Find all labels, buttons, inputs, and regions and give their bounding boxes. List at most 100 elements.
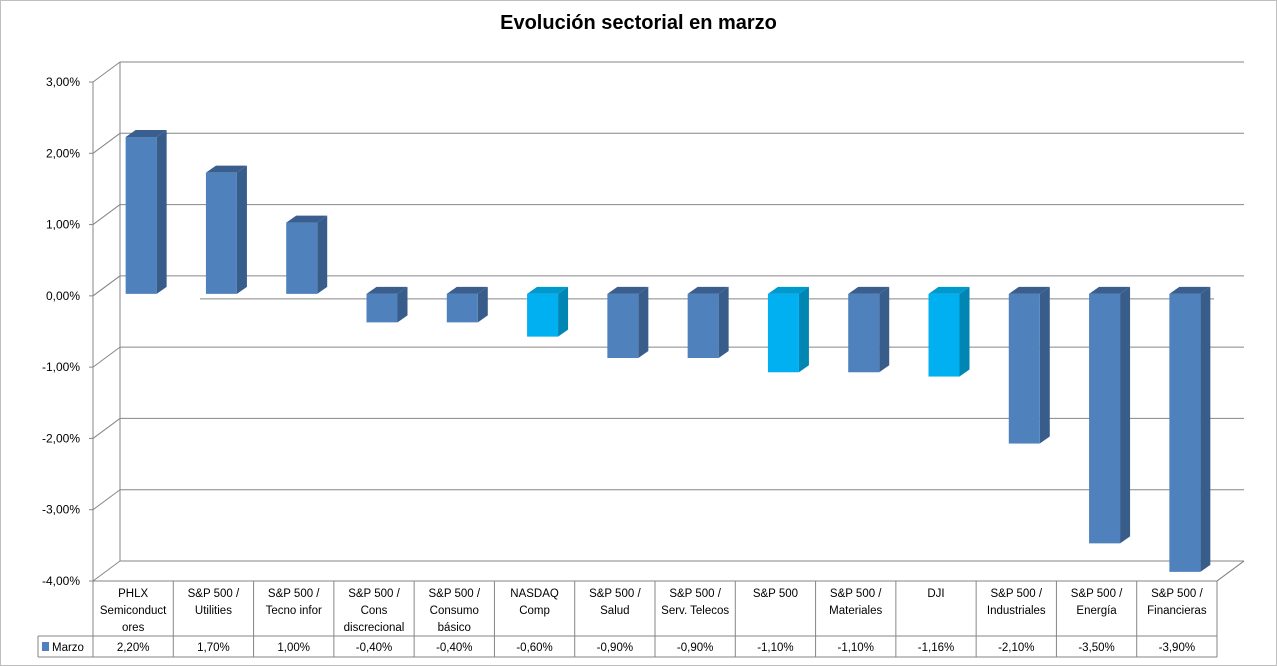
bar-top <box>607 286 649 294</box>
category-label: S&P 500 / <box>589 588 641 600</box>
bar-top <box>767 286 809 294</box>
legend-swatch <box>42 642 49 651</box>
category-label: NASDAQ <box>510 588 559 600</box>
data-label: -3,50% <box>1078 642 1114 654</box>
bar-top <box>527 286 569 294</box>
bar-side <box>317 215 328 294</box>
chart-title: Evolución sectorial en marzo <box>500 12 777 34</box>
y-tick-label: -4,00% <box>42 574 80 588</box>
bar <box>1008 293 1040 444</box>
category-label: S&P 500 / <box>348 588 400 600</box>
bar-side <box>1200 286 1211 572</box>
bar-top <box>848 286 890 294</box>
table-depth-edge <box>1216 560 1245 582</box>
bar <box>1089 293 1121 544</box>
data-label: -0,40% <box>436 642 472 654</box>
category-label: Utilities <box>195 605 232 617</box>
bar-top <box>125 130 167 138</box>
y-tick-label: 1,00% <box>46 218 80 232</box>
bar-side <box>236 165 247 294</box>
bar-side <box>718 286 729 359</box>
data-label: -0,90% <box>677 642 713 654</box>
category-label: DJI <box>927 588 944 600</box>
category-label: S&P 500 / <box>830 588 882 600</box>
side-gridline <box>92 560 121 582</box>
bar <box>446 293 478 323</box>
bar-top <box>687 286 729 294</box>
bar <box>687 293 719 359</box>
y-tick-label: -2,00% <box>42 431 80 445</box>
side-gridline <box>92 204 121 225</box>
category-label: discrecional <box>344 622 405 634</box>
category-label: S&P 500 <box>753 588 798 600</box>
bar-side <box>798 286 809 373</box>
bar <box>607 293 639 359</box>
data-label: 1,70% <box>197 642 230 654</box>
bar-side <box>959 286 970 377</box>
zero-side-line <box>92 275 121 297</box>
category-label: Salud <box>600 605 629 617</box>
category-label: Industriales <box>987 605 1046 617</box>
category-label: PHLX <box>118 588 148 600</box>
category-label: Financieras <box>1147 605 1207 617</box>
bar <box>527 293 559 337</box>
bar <box>1169 293 1201 572</box>
bar-side <box>638 286 649 359</box>
side-gridline <box>92 132 121 154</box>
category-label: Cons <box>361 605 388 617</box>
legend-label: Marzo <box>52 642 84 654</box>
bar-top <box>366 286 408 294</box>
bar-side <box>1120 286 1131 544</box>
bar-side <box>1039 286 1050 444</box>
data-label: -2,10% <box>998 642 1034 654</box>
y-tick-label: 3,00% <box>46 75 80 89</box>
bar-top <box>205 165 247 173</box>
category-label: S&P 500 / <box>268 588 320 600</box>
bar <box>125 137 157 294</box>
data-label: -1,10% <box>837 642 873 654</box>
side-gridline <box>92 489 121 511</box>
bar-top <box>1169 286 1211 294</box>
bar-top <box>1089 286 1131 294</box>
category-label: S&P 500 / <box>1151 588 1203 600</box>
data-label: 1,00% <box>277 642 310 654</box>
side-gridline <box>92 61 121 83</box>
bar <box>928 293 960 377</box>
category-label: S&P 500 / <box>188 588 240 600</box>
side-gridline <box>92 418 121 439</box>
category-label: básico <box>438 622 471 634</box>
data-label: -1,10% <box>757 642 793 654</box>
bar <box>205 172 237 294</box>
bar-side <box>156 130 167 294</box>
y-tick-label: -1,00% <box>42 360 80 374</box>
data-label: -0,40% <box>356 642 392 654</box>
bar <box>286 222 318 294</box>
category-label: Consumo <box>430 605 479 617</box>
category-label: Tecno infor <box>266 605 322 617</box>
bar <box>767 293 799 373</box>
bar <box>366 293 398 323</box>
side-gridline <box>92 346 121 368</box>
category-label: Comp <box>519 605 550 617</box>
category-label: Energía <box>1076 605 1117 617</box>
bar-top <box>928 286 970 294</box>
category-label: Serv. Telecos <box>661 605 729 617</box>
category-label: S&P 500 / <box>1071 588 1123 600</box>
y-tick-label: -3,00% <box>42 503 80 517</box>
category-label: Semiconduct <box>100 605 167 617</box>
category-label: S&P 500 / <box>669 588 721 600</box>
category-label: S&P 500 / <box>428 588 480 600</box>
bar-side <box>558 286 569 337</box>
y-tick-label: 2,00% <box>46 146 80 160</box>
data-label: -3,90% <box>1159 642 1195 654</box>
bar <box>848 293 880 373</box>
y-tick-label: 0,00% <box>46 289 80 303</box>
data-label: -0,90% <box>597 642 633 654</box>
data-label: -0,60% <box>516 642 552 654</box>
bar-side <box>397 286 408 323</box>
data-label: 2,20% <box>117 642 150 654</box>
category-label: ores <box>122 622 145 634</box>
data-label: -1,16% <box>918 642 954 654</box>
bar-top <box>446 286 488 294</box>
